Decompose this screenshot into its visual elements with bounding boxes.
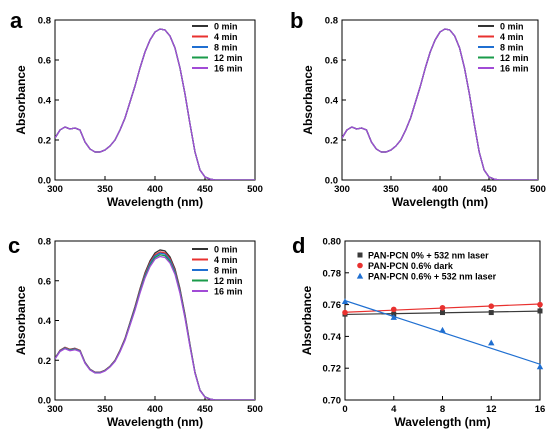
y-tick-label: 0.8 [38,237,51,248]
y-tick-label: 0.6 [325,56,338,67]
x-tick-label: 350 [97,184,113,195]
x-tick-label: 350 [383,184,399,195]
legend-label: PAN-PCN 0.6% dark [368,261,454,271]
data-point [440,310,445,316]
y-axis-label: Absorbance [301,65,315,135]
y-tick-label: 0.76 [323,300,342,311]
series-line [55,28,255,180]
x-axis-label: Wavelength (nm) [392,195,488,209]
x-tick-label: 350 [97,404,113,415]
panel-letter: a [10,8,23,33]
data-point [342,309,348,316]
legend-swatch [357,252,363,258]
data-point [488,303,495,309]
series-line [342,28,538,180]
legend-label: 4 min [214,255,238,265]
y-tick-label: 0.8 [325,16,338,27]
data-point [537,308,543,314]
data-point [488,339,495,346]
x-tick-label: 8 [440,404,445,415]
x-tick-label: 400 [147,184,163,195]
x-tick-label: 450 [197,404,213,415]
y-tick-label: 0.4 [325,96,339,107]
legend-label: 8 min [214,43,238,53]
y-tick-label: 0.6 [38,276,51,287]
y-tick-label: 0.2 [38,136,51,147]
panel-letter: c [8,233,20,258]
legend-label: 4 min [214,32,238,42]
y-tick-label: 0.0 [325,176,338,187]
panel-b: b 300 350 400 450 500 0.0 0.2 0.4 0.6 0.8 Wavelengt… [290,8,546,209]
y-tick-label: 0.72 [323,364,342,375]
legend-label: 4 min [500,32,524,42]
legend-label: 16 min [214,287,243,297]
legend-label: PAN-PCN 0% + 532 nm laser [368,251,489,261]
y-axis-label: Absorbance [300,286,314,356]
x-tick-label: 500 [247,184,263,195]
legend-label: PAN-PCN 0.6% + 532 nm laser [368,272,497,282]
y-tick-label: 0.80 [323,237,342,248]
data-point [439,326,446,333]
legend-swatch [356,272,364,279]
legend-label: 8 min [214,266,238,276]
y-tick-label: 0.0 [38,396,51,407]
x-tick-label: 450 [481,184,497,195]
y-tick-label: 0.4 [38,96,52,107]
legend-label: 0 min [214,245,238,255]
legend-label: 16 min [500,64,529,74]
legend-label: 12 min [214,53,243,63]
x-tick-label: 400 [147,404,163,415]
x-tick-label: 300 [47,184,63,195]
panel-letter: b [290,8,303,33]
y-axis-label: Absorbance [14,286,28,356]
x-tick-label: 500 [530,184,546,195]
legend-label: 12 min [500,53,529,63]
panel-a: a 300 350 400 450 500 0.0 0.2 0.4 0.6 0.8 Wavelengt… [10,8,263,209]
x-tick-label: 12 [486,404,497,415]
data-point [488,310,494,316]
legend-label: 12 min [214,276,243,286]
legend-label: 0 min [500,22,524,32]
x-axis-label: Wavelength (nm) [107,415,203,429]
panel-letter: d [292,233,305,258]
x-tick-label: 0 [342,404,347,415]
x-tick-label: 300 [47,404,63,415]
y-tick-label: 0.70 [323,396,342,407]
legend-label: 0 min [214,22,238,32]
y-axis-label: Absorbance [14,65,28,135]
y-tick-label: 0.74 [323,332,342,343]
legend-swatch [357,262,363,269]
y-tick-label: 0.2 [325,136,338,147]
x-tick-label: 400 [432,184,448,195]
panel-d: d 0 4 8 12 16 0.70 0.72 0.74 0.76 0.78 0.80 Waveleng… [292,233,545,429]
x-axis-label: Wavelength (nm) [394,415,490,429]
legend-label: 16 min [214,64,243,74]
y-tick-label: 0.0 [38,176,51,187]
x-tick-label: 300 [334,184,350,195]
y-tick-label: 0.4 [38,316,52,327]
data-point [390,306,397,313]
y-tick-label: 0.2 [38,356,51,367]
panel-c: c 300 350 400 450 500 0.0 0.2 0.4 0.6 0.8 Wavelengt… [8,233,263,429]
data-point [439,304,446,311]
x-tick-label: 450 [197,184,213,195]
series-line [55,255,255,400]
data-point [341,298,349,305]
x-tick-label: 500 [247,404,263,415]
data-point [537,301,543,308]
data-point [390,314,397,320]
y-tick-label: 0.8 [38,16,51,27]
y-tick-label: 0.78 [323,268,342,279]
data-point [536,363,544,370]
x-tick-label: 16 [535,404,546,415]
x-axis-label: Wavelength (nm) [107,195,203,209]
x-tick-label: 4 [391,404,397,415]
y-tick-label: 0.6 [38,56,51,67]
legend-label: 8 min [500,43,524,53]
